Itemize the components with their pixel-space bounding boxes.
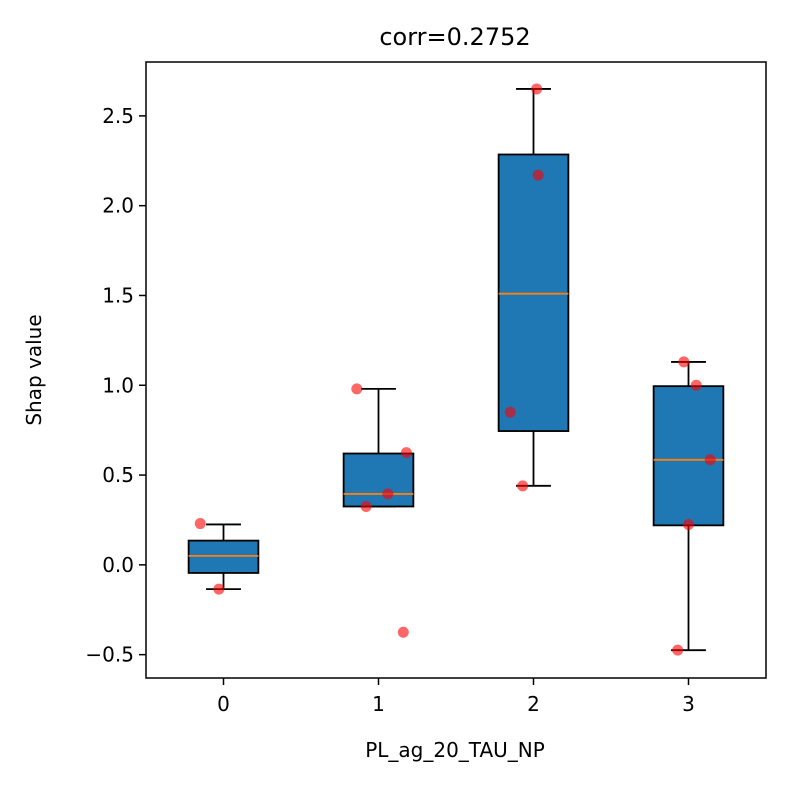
x-tick-label: 2 [527, 692, 540, 716]
y-tick-label: 1.5 [102, 283, 134, 307]
y-axis-label: Shap value [22, 314, 46, 425]
data-point [683, 518, 694, 530]
plot-frame [145, 61, 767, 679]
y-tick-label: 2.5 [102, 104, 134, 128]
data-point [532, 169, 544, 181]
x-tick-label: 0 [217, 692, 230, 716]
data-point [213, 583, 225, 595]
data-point [531, 83, 543, 95]
data-point [382, 488, 394, 500]
data-point [351, 383, 363, 395]
plot-area: −0.5 0.0 0.5 1.0 1.5 2.0 2.5 0 1 2 3 [85, 83, 725, 716]
data-point [678, 356, 690, 368]
data-point [400, 447, 412, 459]
box-1 [342, 452, 415, 508]
x-tick-label: 1 [372, 692, 385, 716]
data-point [397, 626, 409, 638]
data-point [194, 518, 206, 530]
chart-title: corr=0.2752 [379, 23, 530, 51]
y-tick-label: −0.5 [85, 643, 134, 667]
data-point [704, 454, 716, 466]
data-point [690, 379, 702, 391]
y-tick-label: 0.5 [102, 463, 134, 487]
data-point [360, 500, 372, 512]
x-axis-label: PL_ag_20_TAU_NP [365, 738, 545, 762]
y-tick-label: 1.0 [102, 373, 134, 397]
y-tick-label: 0.0 [102, 553, 134, 577]
data-point [517, 480, 529, 492]
data-point [504, 406, 516, 418]
data-point [672, 644, 684, 656]
x-tick-label: 3 [682, 692, 695, 716]
y-tick-label: 2.0 [102, 194, 134, 218]
